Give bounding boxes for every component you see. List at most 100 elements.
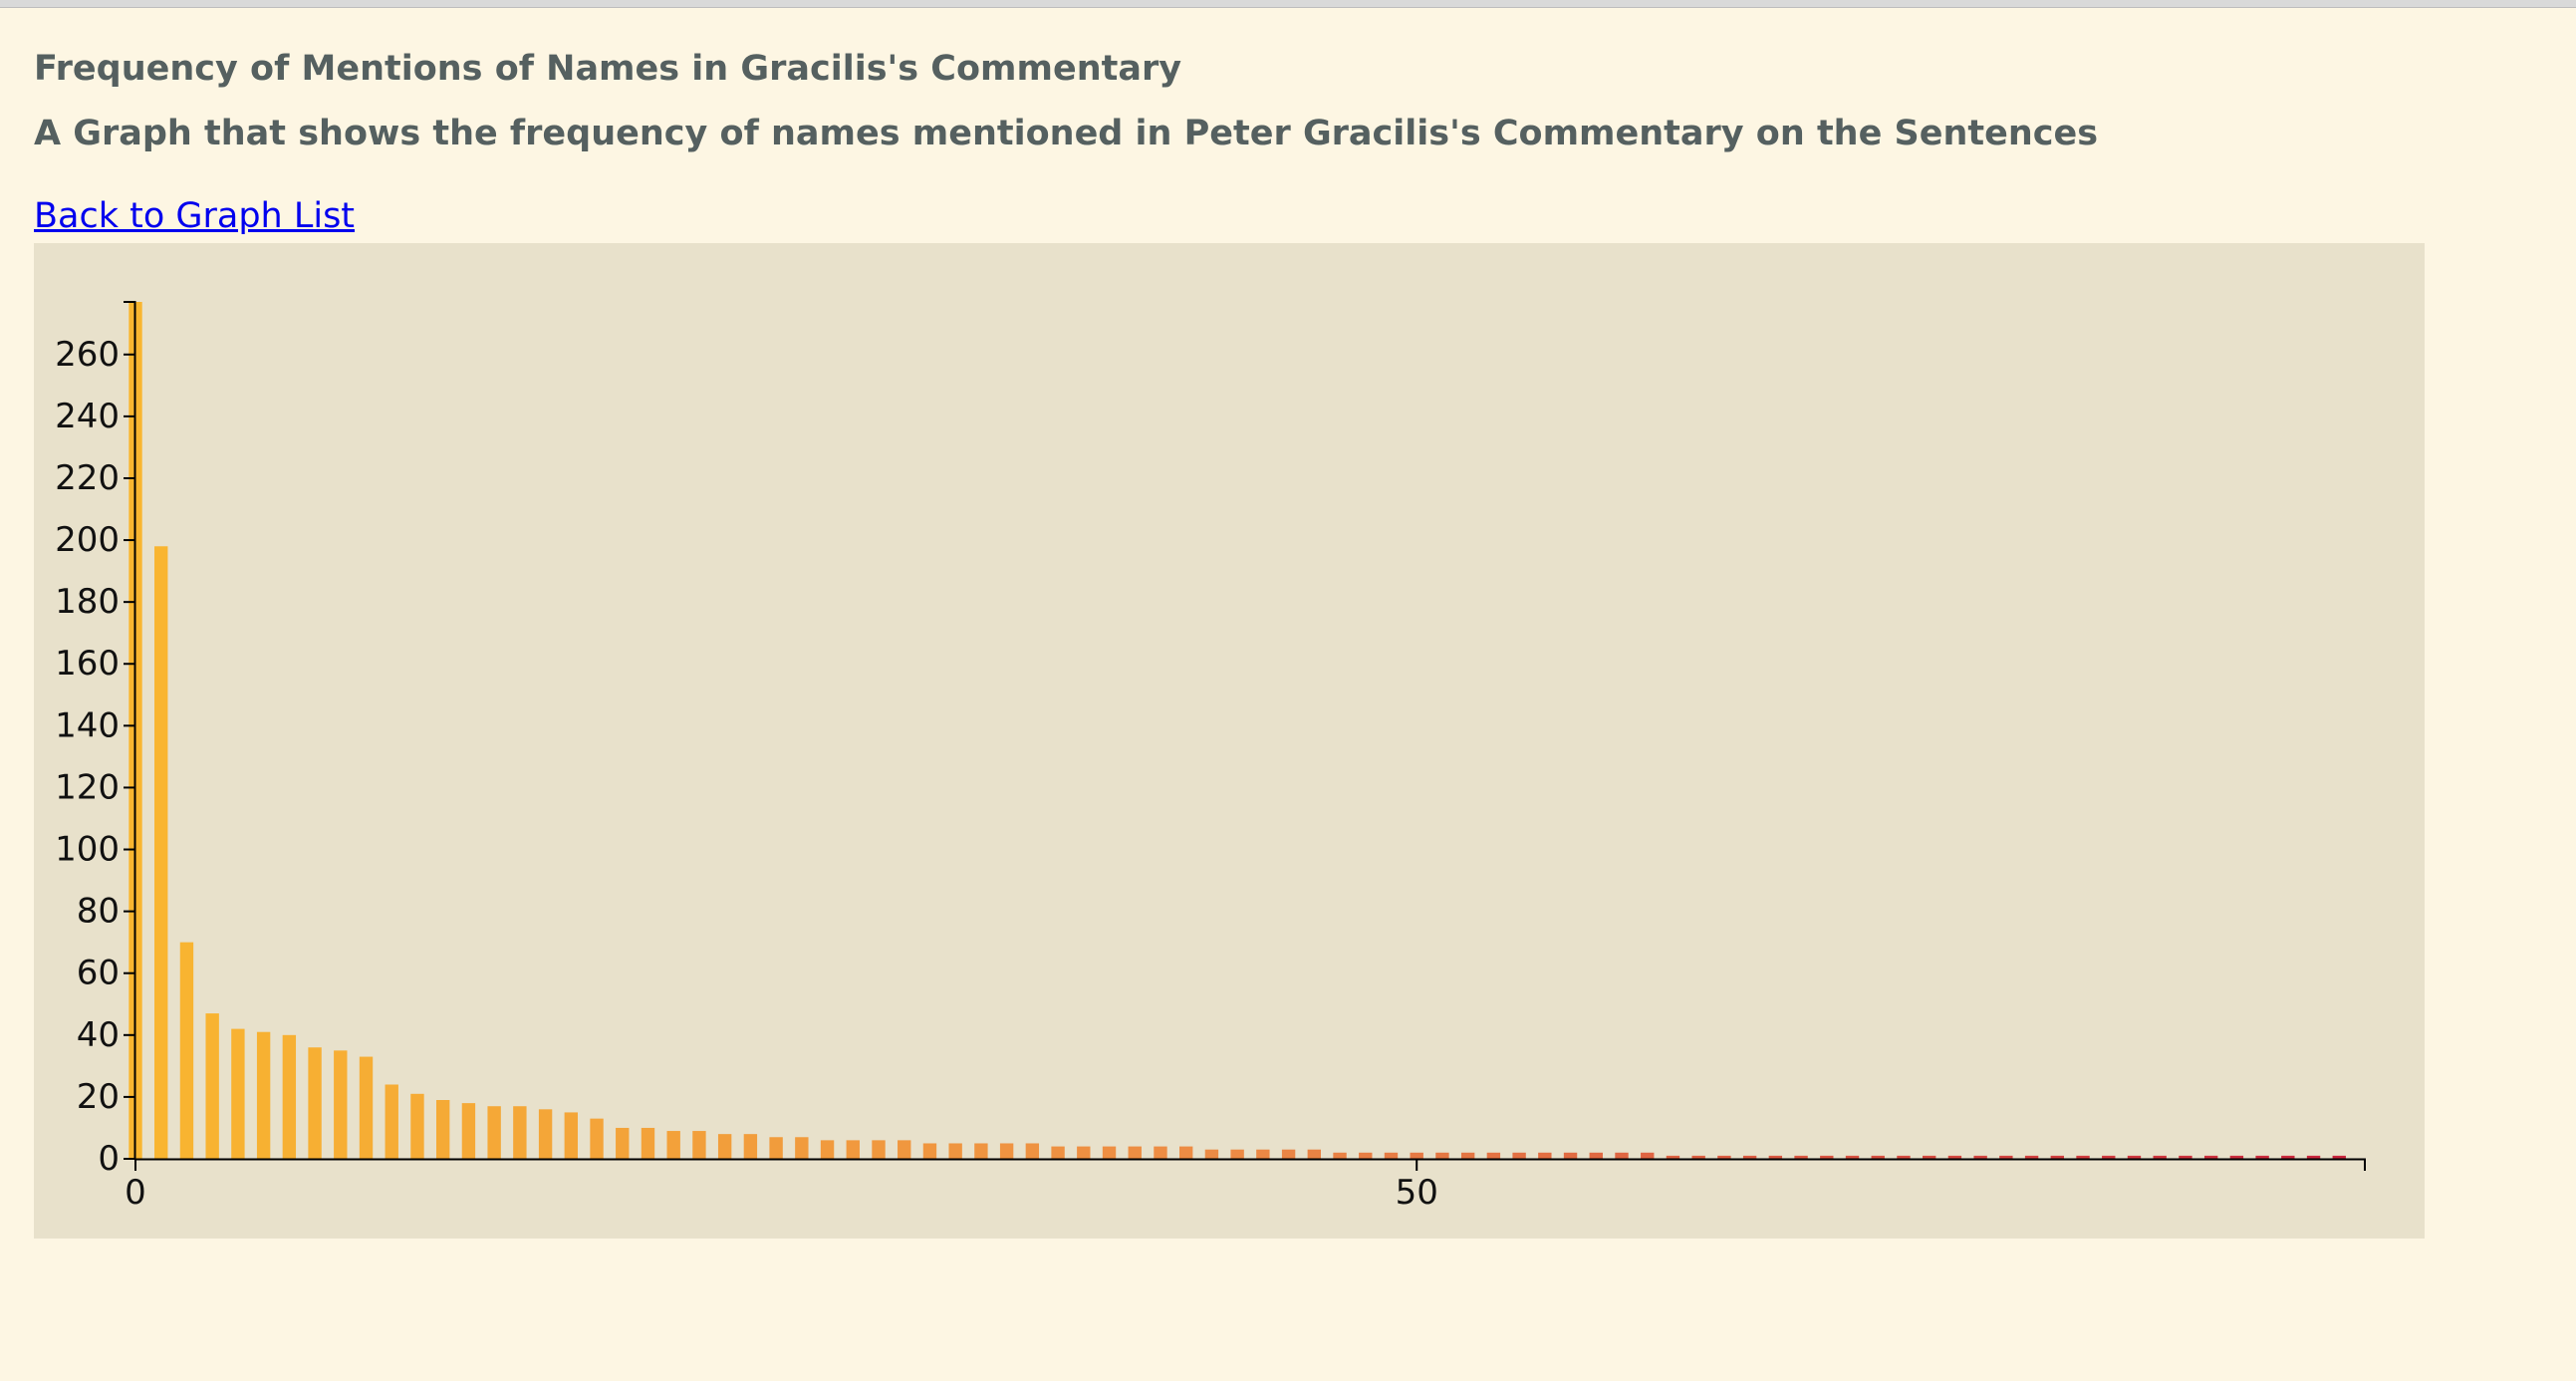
x-axis-line xyxy=(134,1158,2366,1171)
bar-83 xyxy=(2255,1155,2269,1159)
bar-6 xyxy=(282,1034,297,1159)
bar-68 xyxy=(1871,1155,1885,1159)
bar-73 xyxy=(1999,1155,2013,1159)
bar-18 xyxy=(590,1118,604,1159)
bar-42 xyxy=(1204,1149,1219,1159)
bar-57 xyxy=(1589,1152,1603,1159)
bar-40 xyxy=(1154,1146,1167,1159)
bar-29 xyxy=(872,1140,886,1159)
bar-30 xyxy=(898,1140,911,1159)
bar-74 xyxy=(2024,1155,2039,1159)
bar-19 xyxy=(616,1127,630,1159)
bar-36 xyxy=(1051,1146,1065,1159)
y-tick-label-240: 240 xyxy=(55,397,120,436)
bar-25 xyxy=(769,1137,783,1159)
bar-71 xyxy=(1947,1155,1962,1159)
bar-65 xyxy=(1794,1155,1808,1159)
bar-31 xyxy=(922,1143,937,1159)
browser-top-bar xyxy=(0,0,2576,8)
y-tick-label-160: 160 xyxy=(55,644,120,684)
bar-39 xyxy=(1128,1146,1142,1159)
y-tick-label-40: 40 xyxy=(77,1015,120,1055)
bar-3 xyxy=(205,1013,219,1159)
y-tick-label-120: 120 xyxy=(55,767,120,807)
bar-51 xyxy=(1435,1152,1449,1159)
page-title: Frequency of Mentions of Names in Gracil… xyxy=(34,49,1182,89)
bar-59 xyxy=(1641,1152,1655,1159)
bar-44 xyxy=(1256,1149,1270,1159)
bar-33 xyxy=(974,1143,988,1159)
bar-79 xyxy=(2153,1155,2167,1159)
y-tick-label-20: 20 xyxy=(77,1077,120,1117)
bar-23 xyxy=(717,1134,732,1159)
bar-41 xyxy=(1179,1146,1193,1159)
x-tick-label-50: 50 xyxy=(1396,1173,1438,1213)
bar-58 xyxy=(1615,1152,1629,1159)
bar-62 xyxy=(1717,1155,1731,1159)
bar-4 xyxy=(231,1028,245,1159)
bar-47 xyxy=(1333,1152,1347,1159)
y-tick-label-80: 80 xyxy=(77,892,120,932)
bar-78 xyxy=(2127,1155,2142,1159)
bar-1 xyxy=(154,546,168,1159)
bar-67 xyxy=(1845,1155,1860,1159)
chart-panel: 0 20 40 60 80 100 120 140 160 180 200 220 240 260 0 50 xyxy=(34,243,2425,1239)
bar-46 xyxy=(1307,1149,1321,1159)
bar-43 xyxy=(1230,1149,1244,1159)
bar-24 xyxy=(743,1134,758,1159)
page-header: Frequency of Mentions of Names in Gracil… xyxy=(34,46,2464,239)
bar-45 xyxy=(1281,1149,1296,1159)
x-tick-label-0: 0 xyxy=(125,1173,146,1213)
bar-9 xyxy=(359,1056,374,1159)
bar-11 xyxy=(410,1093,424,1159)
bar-15 xyxy=(513,1106,527,1159)
y-tick-label-180: 180 xyxy=(55,582,120,622)
bar-61 xyxy=(1691,1155,1705,1159)
bar-32 xyxy=(948,1143,962,1159)
bar-70 xyxy=(1923,1155,1936,1159)
bar-7 xyxy=(308,1047,322,1159)
bar-34 xyxy=(999,1143,1014,1159)
bar-81 xyxy=(2203,1155,2218,1159)
bar-66 xyxy=(1820,1155,1834,1159)
bar-85 xyxy=(2306,1155,2321,1159)
y-tick-label-260: 260 xyxy=(55,335,120,375)
bar-52 xyxy=(1460,1152,1475,1159)
bar-60 xyxy=(1666,1155,1680,1159)
bar-28 xyxy=(846,1140,860,1159)
bar-12 xyxy=(436,1100,450,1159)
bar-27 xyxy=(820,1140,835,1159)
bar-10 xyxy=(385,1084,398,1159)
bar-14 xyxy=(487,1106,501,1159)
y-tick-label-60: 60 xyxy=(77,954,120,993)
bar-84 xyxy=(2281,1155,2295,1159)
bar-50 xyxy=(1410,1152,1423,1159)
y-tick-label-140: 140 xyxy=(55,705,120,745)
bar-49 xyxy=(1384,1152,1399,1159)
bar-63 xyxy=(1742,1155,1757,1159)
bar-76 xyxy=(2076,1155,2090,1159)
bar-75 xyxy=(2050,1155,2064,1159)
y-tick-label-200: 200 xyxy=(55,520,120,560)
bar-2 xyxy=(179,942,194,1159)
bar-22 xyxy=(692,1131,706,1159)
back-to-graph-list-link[interactable]: Back to Graph List xyxy=(34,196,356,236)
bar-54 xyxy=(1512,1152,1526,1159)
bar-13 xyxy=(461,1103,476,1159)
bar-21 xyxy=(666,1131,680,1159)
bar-17 xyxy=(564,1112,578,1159)
page-subtitle: A Graph that shows the frequency of name… xyxy=(34,114,2099,153)
bar-37 xyxy=(1077,1146,1091,1159)
bar-38 xyxy=(1102,1146,1117,1159)
bar-64 xyxy=(1768,1155,1783,1159)
bar-72 xyxy=(1973,1155,1987,1159)
bar-86 xyxy=(2332,1155,2346,1159)
bar-35 xyxy=(1025,1143,1040,1159)
bar-82 xyxy=(2229,1155,2244,1159)
bar-56 xyxy=(1563,1152,1578,1159)
bar-77 xyxy=(2102,1155,2116,1159)
bar-53 xyxy=(1486,1152,1501,1159)
bar-55 xyxy=(1538,1152,1552,1159)
y-tick-label-0: 0 xyxy=(98,1139,120,1179)
y-tick-label-100: 100 xyxy=(55,830,120,870)
